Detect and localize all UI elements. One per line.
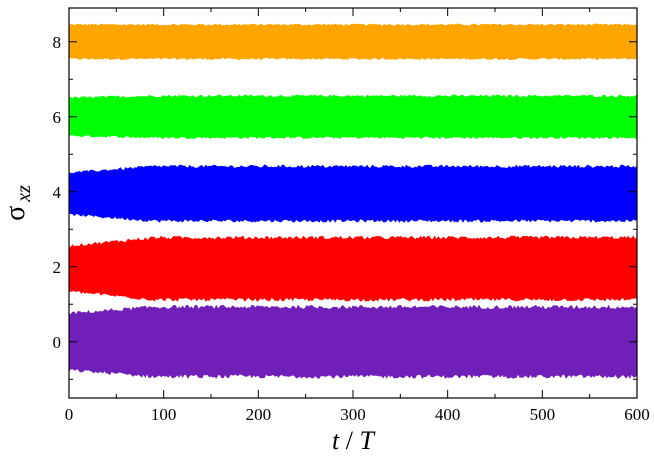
y-tick-label: 2 [53,258,62,277]
y-axis-label: σ xz [0,185,35,221]
y-axis-label-symbol: σ [0,206,31,221]
x-tick-label: 0 [65,405,74,424]
series-band-2 [68,164,638,223]
x-axis-label-t: t [332,426,340,455]
x-axis-label-slash: / [346,426,354,455]
x-axis-label-T: T [360,426,376,455]
x-tick-label: 100 [151,405,177,424]
x-tick-label: 500 [530,405,556,424]
y-tick-label: 4 [53,183,62,202]
series-band-3 [68,235,638,302]
x-axis-label: t / T [332,426,375,455]
x-axis-ticks: 0 100 200 300 400 500 600 [65,8,650,424]
series-band-4 [68,304,638,379]
y-tick-label: 6 [53,108,62,127]
series-band-0 [68,23,638,61]
x-tick-label: 400 [435,405,461,424]
x-tick-label: 600 [624,405,650,424]
y-tick-label: 0 [53,333,62,352]
data-bands [68,23,638,379]
y-tick-label: 8 [53,33,62,52]
y-axis-label-subscript: xz [13,185,35,203]
x-tick-label: 200 [246,405,272,424]
y-axis-ticks: 0 2 4 6 8 [53,33,637,380]
series-band-1 [68,94,638,140]
x-tick-label: 300 [340,405,366,424]
